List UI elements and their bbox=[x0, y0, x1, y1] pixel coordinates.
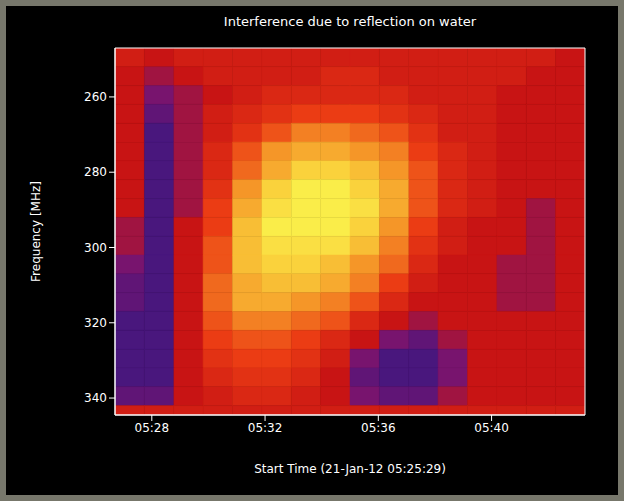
svg-text:260: 260 bbox=[84, 90, 107, 104]
svg-text:Start Time (21-Jan-12 05:25:29: Start Time (21-Jan-12 05:25:29) bbox=[254, 462, 446, 476]
svg-text:340: 340 bbox=[84, 391, 107, 405]
svg-text:Frequency [MHz]: Frequency [MHz] bbox=[29, 181, 43, 282]
html-text:Interference due to reflection: Interference due to reflection on water bbox=[223, 14, 477, 29]
svg-text:300: 300 bbox=[84, 241, 107, 255]
svg-text:05:28: 05:28 bbox=[135, 421, 170, 435]
svg-text:05:32: 05:32 bbox=[248, 421, 283, 435]
svg-text:05:36: 05:36 bbox=[361, 421, 396, 435]
svg-text:320: 320 bbox=[84, 316, 107, 330]
svg-text:280: 280 bbox=[84, 165, 107, 179]
svg-text:05:40: 05:40 bbox=[474, 421, 509, 435]
